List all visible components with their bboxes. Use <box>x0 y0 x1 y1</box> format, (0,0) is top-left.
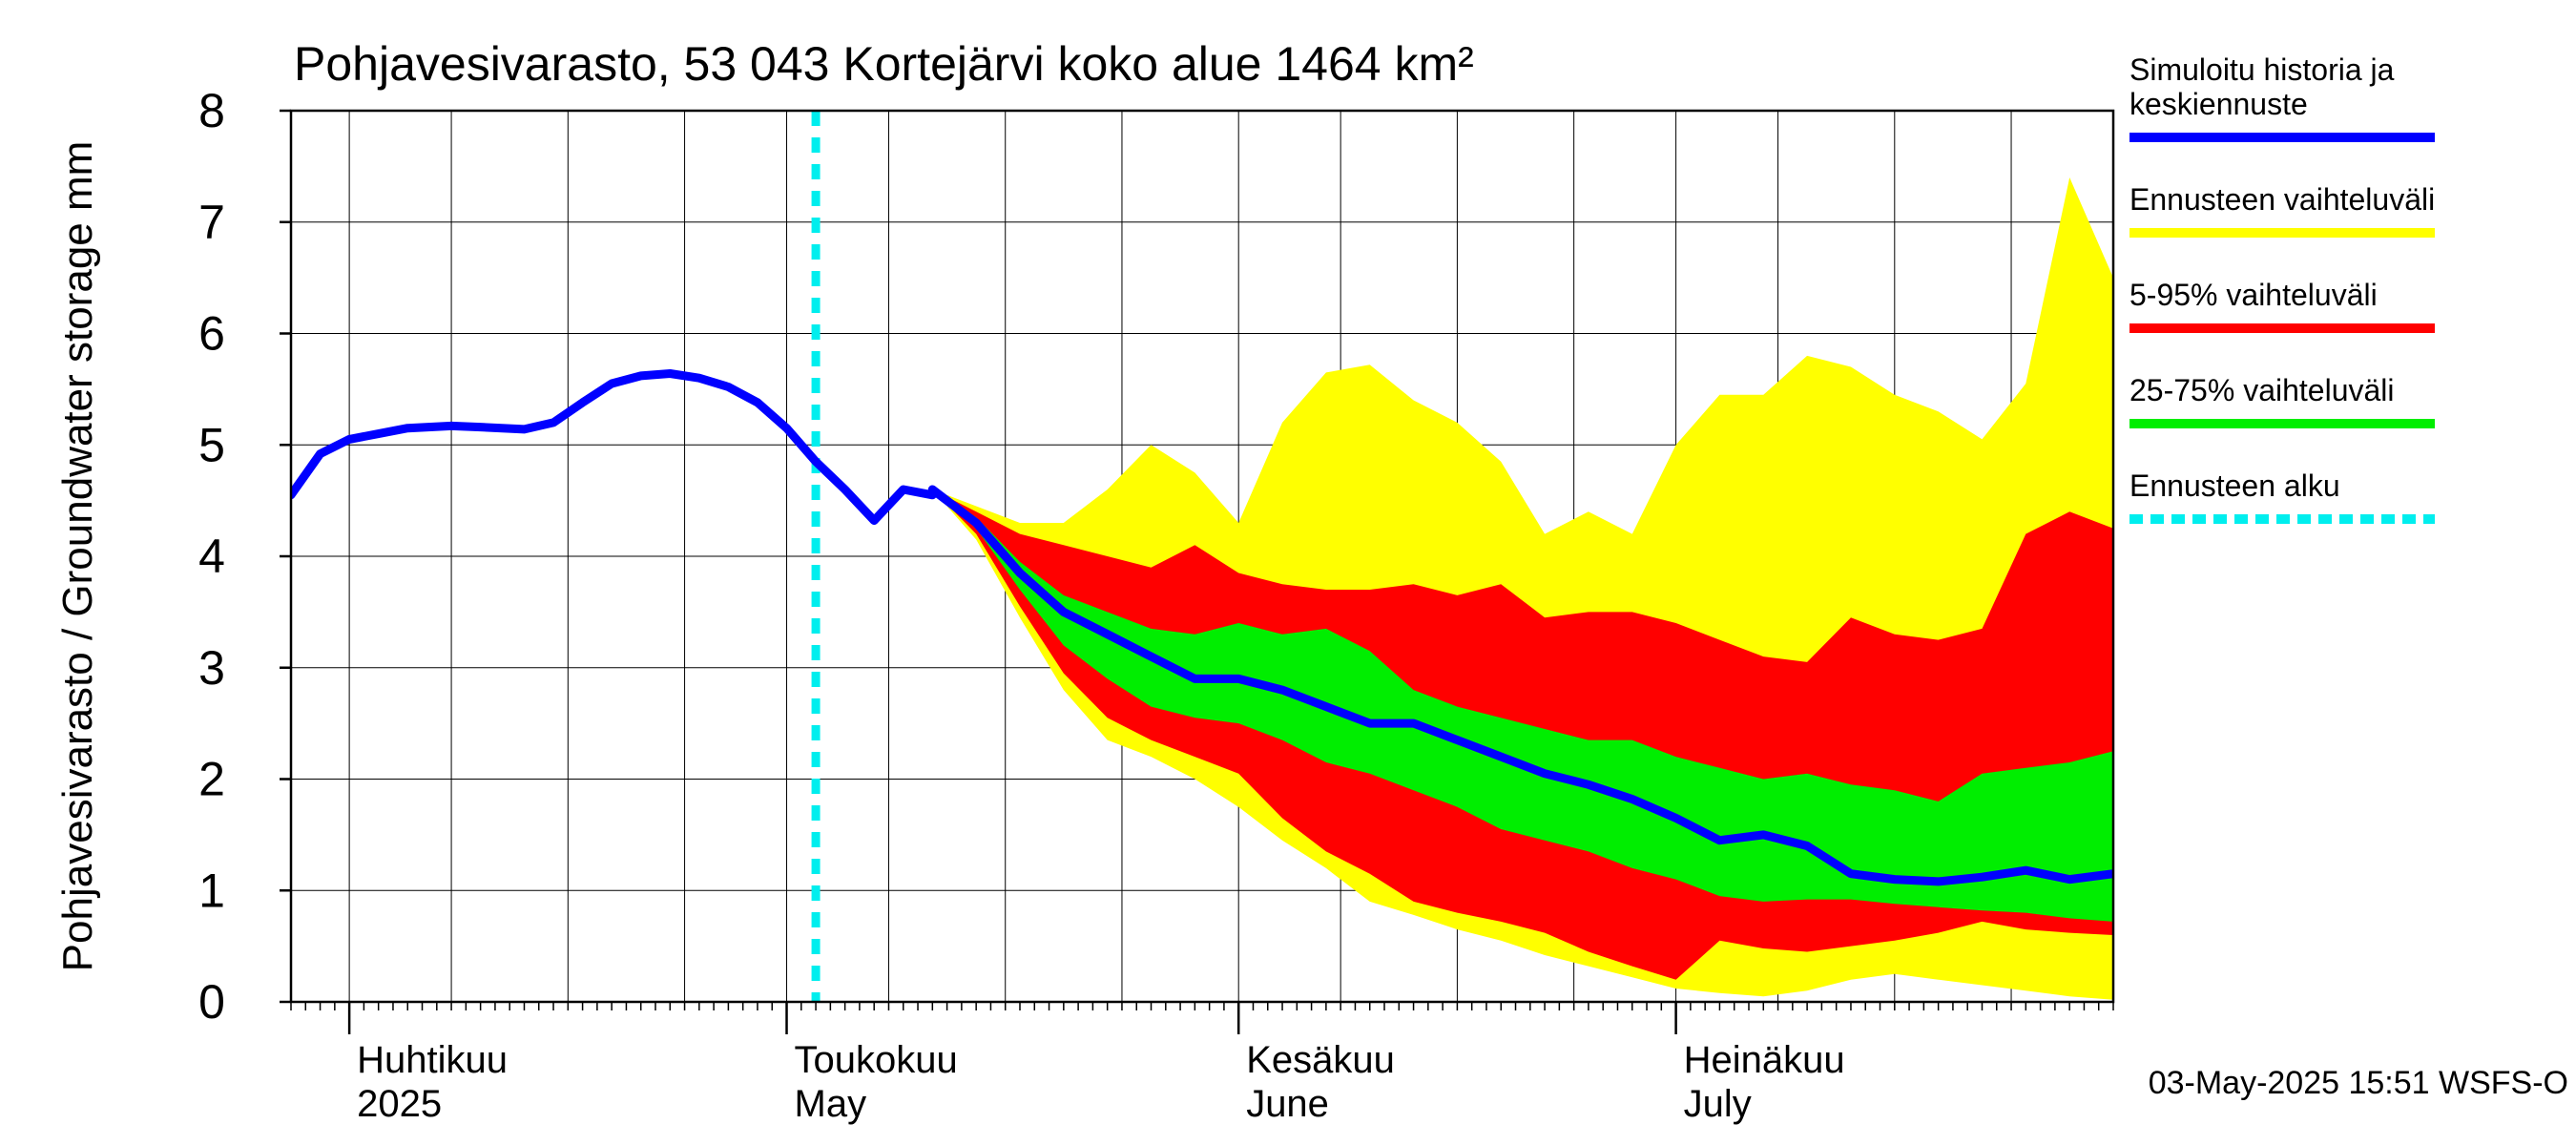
y-tick-label: 7 <box>198 196 225 249</box>
x-month-sublabel: 2025 <box>357 1083 442 1125</box>
legend-label-start: Ennusteen alku <box>2129 468 2340 503</box>
y-tick-label: 6 <box>198 307 225 361</box>
median-forecast-line <box>927 485 2113 886</box>
y-tick-label: 2 <box>198 753 225 806</box>
y-axis-label: Pohjavesivarasto / Groundwater storage m… <box>54 141 101 972</box>
y-tick-label: 8 <box>198 84 225 137</box>
y-tick-label: 4 <box>198 530 225 583</box>
x-month-sublabel: May <box>795 1083 867 1125</box>
x-month-sublabel: June <box>1246 1083 1329 1125</box>
y-tick-label: 5 <box>198 418 225 471</box>
chart-title: Pohjavesivarasto, 53 043 Kortejärvi koko… <box>294 37 1474 91</box>
x-month-label: Kesäkuu <box>1246 1039 1395 1081</box>
forecast-bands <box>932 177 2113 1000</box>
y-tick-label: 1 <box>198 864 225 917</box>
x-month-label: Huhtikuu <box>357 1039 508 1081</box>
axes: 012345678Huhtikuu2025ToukokuuMayKesäkuuJ… <box>198 84 2114 1125</box>
series-lines <box>291 111 2113 1002</box>
band-25-75 <box>932 489 2113 922</box>
legend-label-range: Ennusteen vaihteluväli <box>2129 182 2435 217</box>
x-month-label: Heinäkuu <box>1684 1039 1845 1081</box>
y-tick-label: 3 <box>198 641 225 695</box>
footer-timestamp: 03-May-2025 15:51 WSFS-O <box>2149 1065 2568 1101</box>
x-month-label: Toukokuu <box>795 1039 958 1081</box>
history-line <box>291 369 937 526</box>
legend-label-p25_75: 25-75% vaihteluväli <box>2129 373 2395 407</box>
legend-label-median: keskiennuste <box>2129 87 2308 121</box>
legend-label-median: Simuloitu historia ja <box>2129 52 2395 87</box>
y-tick-label: 0 <box>198 975 225 1029</box>
legend-label-p5_95: 5-95% vaihteluväli <box>2129 278 2378 312</box>
x-month-sublabel: July <box>1684 1083 1752 1125</box>
